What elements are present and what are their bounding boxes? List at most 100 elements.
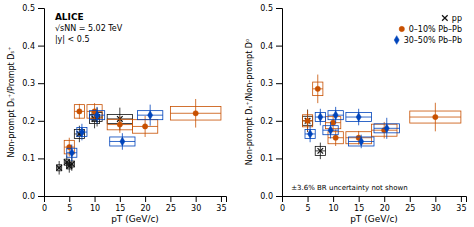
legend-marker [442, 15, 448, 21]
tick: 0.2 [22, 117, 44, 126]
tick-label: 30 [191, 204, 201, 213]
syst-box [374, 124, 400, 133]
plot-area [56, 99, 221, 175]
point [330, 120, 335, 125]
point [359, 137, 364, 146]
tick: 35 [216, 196, 226, 213]
tick: 0.2 [260, 117, 282, 126]
syst-box [305, 129, 315, 138]
tick-mark [38, 83, 44, 84]
point [328, 126, 333, 135]
x-axis-title: pT (GeV/c) [111, 214, 159, 224]
tick-mark [38, 46, 44, 47]
tick: 30 [431, 196, 441, 213]
tick-label: 0.5 [260, 4, 273, 13]
panel: 051015202530350.00.10.20.30.40.5pT (GeV/… [7, 4, 227, 224]
chart: 051015202530350.00.10.20.30.40.5pT (GeV/… [0, 0, 474, 227]
tick-label: 0.0 [260, 192, 273, 201]
tick: 0.3 [260, 79, 282, 88]
tick: 0.3 [22, 79, 44, 88]
tick-label: 15 [115, 204, 125, 213]
y-axis-title: Non-prompt Dₛ⁺/Non-prompt D⁰ [245, 39, 254, 165]
tick-label: 35 [216, 204, 226, 213]
syst-box [90, 111, 105, 120]
x-axis: 05101520253035 [42, 196, 227, 213]
tick-label: 0.3 [260, 79, 273, 88]
axis-line [276, 9, 283, 197]
syst-box [346, 113, 372, 122]
point [318, 113, 323, 122]
tick-mark [221, 196, 222, 202]
tick-label: 10 [329, 204, 339, 213]
point [56, 165, 62, 171]
x-axis: 05101520253035 [280, 196, 467, 213]
tick-mark [38, 158, 44, 159]
tick-mark [435, 196, 436, 202]
tick-label: 0.2 [22, 117, 35, 126]
tick: 35 [456, 196, 466, 213]
tick: 15 [115, 196, 125, 213]
point [333, 111, 338, 120]
tick-mark [384, 196, 385, 202]
tick-label: 0 [42, 204, 47, 213]
series [64, 99, 221, 157]
tick-label: 0.1 [22, 154, 35, 163]
tick-label: 5 [67, 204, 72, 213]
tick-mark [276, 196, 282, 197]
tick-label: 20 [380, 204, 390, 213]
tick-mark [38, 196, 44, 197]
point [148, 111, 153, 120]
tick: 0 [280, 196, 285, 213]
tick-label: 0.5 [22, 4, 35, 13]
tick-mark [359, 196, 360, 202]
point [318, 148, 324, 154]
tick: 10 [90, 196, 100, 213]
syst-box [110, 137, 135, 146]
annotation: ALICE [55, 12, 84, 22]
annotation: √sNN = 5.02 TeV [55, 24, 123, 33]
tick-mark [69, 196, 70, 202]
tick-mark [120, 196, 121, 202]
tick-mark [308, 196, 309, 202]
tick: 0.4 [260, 42, 282, 51]
series [302, 75, 460, 146]
tick-mark [276, 83, 282, 84]
point [305, 118, 311, 124]
annotations: ±3.6% BR uncertainty not shown [291, 184, 407, 192]
annotations: ALICE √sNN = 5.02 TeV |y| < 0.5 [55, 12, 123, 44]
tick-mark [196, 196, 197, 202]
syst-box [348, 137, 374, 146]
point [95, 111, 100, 120]
tick: 0.5 [22, 4, 44, 13]
tick: 0.0 [22, 192, 44, 201]
annotation: ±3.6% BR uncertainty not shown [291, 184, 407, 192]
syst-box [346, 132, 372, 144]
point [69, 161, 75, 167]
tick-mark [95, 196, 96, 202]
axis-line [283, 197, 467, 203]
axis-line [38, 9, 45, 197]
point [117, 122, 122, 127]
tick-mark [38, 8, 44, 9]
tick-label: 0.2 [260, 117, 273, 126]
syst-box [315, 113, 325, 122]
point [69, 148, 74, 157]
syst-box [323, 126, 338, 135]
panel: 051015202530350.00.10.20.30.40.5pT (GeV/… [245, 4, 467, 224]
axis-line [45, 197, 227, 203]
tick-label: 0 [280, 204, 285, 213]
tick: 10 [329, 196, 339, 213]
syst-box [74, 105, 84, 119]
tick-mark [410, 196, 411, 202]
tick-mark [276, 46, 282, 47]
tick: 20 [141, 196, 151, 213]
y-axis: 0.00.10.20.30.40.5 [22, 4, 44, 201]
legend-marker [399, 26, 404, 31]
point [333, 135, 338, 140]
point [356, 113, 361, 122]
legend-label: 30–50% Pb–Pb [404, 36, 462, 45]
tick-label: 0.3 [22, 79, 35, 88]
annotation: |y| < 0.5 [55, 35, 90, 44]
point [305, 118, 310, 123]
y-axis: 0.00.10.20.30.40.5 [260, 4, 282, 201]
